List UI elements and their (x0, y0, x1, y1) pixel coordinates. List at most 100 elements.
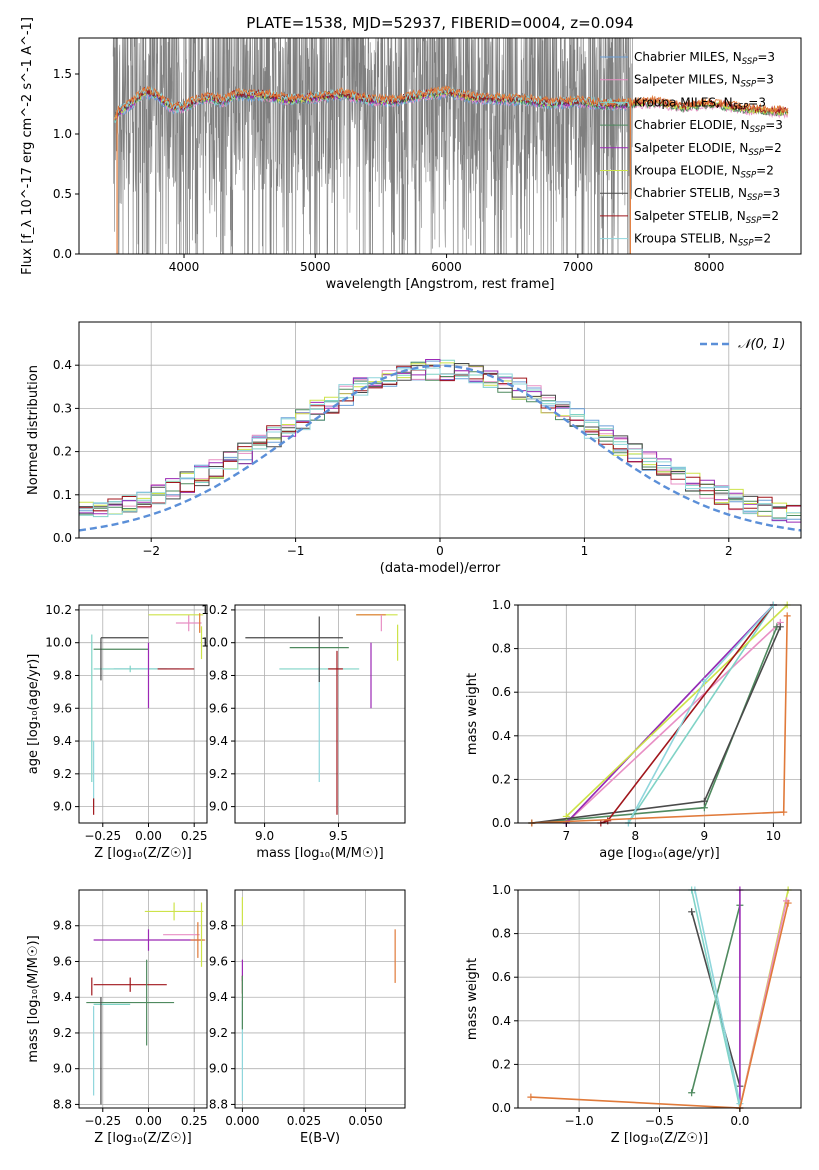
axes-frame (234, 889, 406, 1109)
y-tick-label: 9.8 (209, 668, 228, 682)
axes-frame (517, 604, 802, 824)
y-tick-label: 0.6 (492, 970, 511, 984)
frame-age-vs-z: −0.25 0.00 0.25 9.0 9.2 9.4 9.6 9.8 10.0 10.2 Z [l… (26, 603, 208, 861)
y-tick-label: 9.2 (53, 1026, 72, 1040)
x-tick-label: 9.0 (255, 829, 274, 843)
y-tick-label: 9.2 (209, 1026, 228, 1040)
x-tick-label: 8 (632, 829, 640, 843)
legend-count: =3 (763, 186, 781, 200)
x-tick-label: 6000 (431, 260, 462, 274)
y-axis-label: mass weight (465, 673, 480, 755)
y-tick-label: 1.0 (53, 127, 72, 141)
x-tick-label: 8000 (694, 260, 725, 274)
x-tick-label: 0 (436, 544, 444, 558)
axes-residuals (79, 322, 801, 539)
y-tick-label: 9.0 (209, 800, 228, 814)
axes-cumulative-age (518, 604, 801, 824)
y-tick-label: 9.4 (53, 990, 72, 1004)
x-axis-label: Z [log₁₀(Z/Z☉)] (611, 1131, 708, 1146)
y-tick-label: 9.4 (53, 734, 72, 748)
legend-text: Kroupa STELIB, N (634, 232, 738, 246)
legend-count: =2 (754, 232, 772, 246)
legend-subscript: SSP (733, 102, 749, 112)
x-tick-label: 1 (581, 544, 589, 558)
marker-chabrier-elodie (700, 804, 708, 812)
marker-fit_overlay (780, 808, 788, 816)
y-tick-label: 0.8 (492, 642, 511, 656)
legend-count: =3 (748, 95, 766, 109)
y-axis-label: mass [log₁₀(M/M☉)] (26, 935, 41, 1062)
legend-count: =2 (764, 141, 782, 155)
line-kroupa-miles (690, 889, 741, 1109)
axes-age-vs-mass (235, 605, 405, 823)
x-tick-label: 0.00 (135, 1114, 162, 1128)
y-axis-label: age [log₁₀(age/yr)] (26, 654, 41, 775)
x-axis-label: (data-model)/error (380, 561, 501, 576)
data-spectrum-line (112, 38, 633, 254)
legend-label: Chabrier MILES, NSSP=3 (634, 50, 775, 67)
y-tick-label: 0.2 (53, 445, 72, 459)
legend-subscript: SSP (750, 125, 766, 135)
y-tick-label: 0.6 (492, 685, 511, 699)
legend-text: Chabrier STELIB, N (634, 186, 747, 200)
x-tick-label: 5000 (300, 260, 331, 274)
legend-subscript: SSP (747, 193, 763, 203)
y-tick-label: 8.8 (209, 1097, 228, 1111)
legend-text: Kroupa MILES, N (634, 95, 733, 109)
x-tick-label: 9.5 (329, 829, 348, 843)
histogram-kroupa-stelib (79, 367, 801, 521)
x-tick-label: 9 (701, 829, 709, 843)
legend-count: =3 (757, 50, 775, 64)
marker-chabrier-stelib (700, 797, 708, 805)
frame-cumulative-z: −1.0 −0.5 0.0 0.0 0.2 0.4 0.6 0.8 1.0 Z [log₁₀(Z/… (465, 883, 802, 1146)
axes-mass-vs-z (79, 890, 207, 1108)
line-kroupa-stelib (694, 889, 741, 1104)
x-tick-label: 2 (725, 544, 733, 558)
y-tick-label: 10.2 (45, 603, 72, 617)
line-fit_overlay (531, 615, 788, 824)
y-tick-label: 9.4 (209, 990, 228, 1004)
y-tick-label: 0.4 (492, 729, 511, 743)
y-tick-label: 9.6 (209, 701, 228, 715)
y-tick-label: 0.0 (53, 247, 72, 261)
y-tick-label: 9.0 (53, 1062, 72, 1076)
y-axis-label: Flux [f_λ 10^-17 erg cm^-2 s^-1 A^-1] (20, 17, 35, 275)
y-axis-label: Normed distribution (26, 365, 41, 495)
x-axis-label: Z [log₁₀(Z/Z☉)] (94, 1131, 191, 1146)
legend-count: =2 (756, 164, 774, 178)
frame-mass-vs-ebv: 0.000 0.025 0.050 8.8 9.0 9.2 9.4 9.6 9.8 E(B-V) (209, 889, 406, 1146)
x-tick-label: 0.000 (225, 1114, 259, 1128)
marker-chabrier-stelib (776, 623, 784, 631)
y-tick-label: 10.2 (201, 603, 228, 617)
legend-label: 𝒩(0, 1) (738, 337, 785, 352)
legend-subscript: SSP (741, 80, 757, 90)
x-axis-label: E(B-V) (300, 1131, 340, 1146)
line-chabrier-stelib (531, 626, 782, 824)
x-tick-label: 0.00 (135, 829, 162, 843)
x-axis-label: mass [log₁₀(M/M☉)] (256, 846, 383, 861)
marker-fit_overlay (784, 899, 792, 907)
legend-subscript: SSP (741, 171, 757, 181)
marker-chabrier-elodie (688, 1089, 696, 1097)
errorbars-age-vs-mass (245, 614, 399, 815)
x-tick-label: 0.25 (181, 1114, 208, 1128)
y-tick-label: 0.2 (492, 772, 511, 786)
x-tick-label: −1 (287, 544, 305, 558)
marker-chabrier-stelib (688, 908, 696, 916)
y-tick-label: 0.3 (53, 401, 72, 415)
y-tick-label: 0.0 (492, 1101, 511, 1115)
x-tick-label: 0.25 (181, 829, 208, 843)
histogram-plot (79, 359, 801, 532)
y-tick-label: 9.6 (53, 954, 72, 968)
legend-text: Salpeter ELODIE, N (634, 141, 748, 155)
x-axis-label: wavelength [Angstrom, rest frame] (326, 277, 555, 292)
y-tick-label: 9.2 (53, 767, 72, 781)
figure-title: PLATE=1538, MJD=52937, FIBERID=0004, z=0… (246, 14, 633, 32)
legend-count: =2 (761, 209, 779, 223)
frame-age-vs-mass: 9.0 9.5 9.0 9.2 9.4 9.6 9.8 10.0 10.2 mass [log₁₀… (201, 603, 406, 861)
legend-label: Kroupa ELODIE, NSSP=2 (634, 164, 774, 181)
legend-text: Kroupa ELODIE, N (634, 164, 741, 178)
y-tick-label: 10.0 (201, 636, 228, 650)
